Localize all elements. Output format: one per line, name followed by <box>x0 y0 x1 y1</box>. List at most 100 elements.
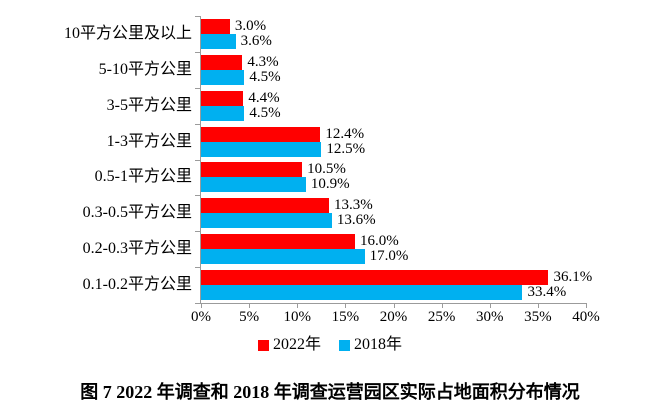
x-tick-label: 15% <box>331 309 360 325</box>
y-axis-tick <box>195 123 201 125</box>
bar-line: 4.5% <box>201 68 586 85</box>
x-tick-label: 5% <box>239 309 260 325</box>
category-label: 0.3-0.5平方公里 <box>82 204 192 222</box>
legend-item: 2018年 <box>339 337 402 353</box>
legend-swatch <box>339 339 350 351</box>
y-axis-tick <box>195 87 201 89</box>
y-axis-tick <box>195 195 201 197</box>
bar-line: 12.5% <box>201 140 586 157</box>
bar-2022年 <box>201 162 303 178</box>
bar-group: 36.1% 33.4% <box>201 267 592 303</box>
category-label: 10平方公里及以上 <box>63 24 192 42</box>
category-label: 0.5-1平方公里 <box>94 168 192 186</box>
value-label: 4.3% <box>247 53 279 70</box>
bar-line: 4.4% <box>201 89 586 106</box>
y-axis-tick <box>195 16 201 17</box>
value-label: 36.1% <box>553 269 593 286</box>
x-axis-tick <box>201 303 202 308</box>
legend-swatch <box>257 339 269 351</box>
bar-line: 17.0% <box>201 248 586 265</box>
x-tick-label: 30% <box>476 309 504 325</box>
value-label: 13.6% <box>336 212 376 229</box>
bar-line: 4.3% <box>201 53 586 70</box>
x-axis-tick <box>537 303 539 308</box>
x-tick-label: 40% <box>572 309 600 325</box>
bar-2018年 <box>201 69 245 85</box>
bar-2018年 <box>201 177 306 193</box>
y-axis-tick <box>195 267 201 269</box>
value-label: 3.0% <box>234 17 267 34</box>
bar-line: 4.5% <box>201 104 586 121</box>
category-label: 5-10平方公里 <box>98 60 192 78</box>
value-label: 4.5% <box>249 104 281 121</box>
x-axis-tick <box>393 303 395 308</box>
value-label: 4.5% <box>249 68 281 85</box>
bar-2018年 <box>201 141 322 157</box>
bar-2022年 <box>201 270 549 286</box>
value-label: 12.5% <box>326 140 366 157</box>
bar-group: 12.4% 12.5% <box>201 124 586 160</box>
bar-group: 16.0% 17.0% <box>201 231 586 267</box>
value-label: 12.4% <box>325 125 365 142</box>
bar-2022年 <box>201 126 321 142</box>
x-tick-label: 0% <box>191 309 211 325</box>
x-axis-tick <box>297 303 299 308</box>
bar-line: 12.4% <box>201 125 586 142</box>
bar-line: 13.3% <box>201 197 586 214</box>
bar-group: 13.3% 13.6% <box>201 195 586 231</box>
legend-label: 2018年 <box>354 336 403 353</box>
bar-line: 3.6% <box>201 32 586 49</box>
bar-group: 4.4% 4.5% <box>201 88 586 124</box>
bar-2018年 <box>201 105 245 121</box>
value-label: 17.0% <box>369 248 409 265</box>
bar-group: 4.3% 4.5% <box>201 52 586 88</box>
x-axis-tick <box>345 303 347 308</box>
bar-2018年 <box>201 249 365 265</box>
plot-area: 3.0% 3.6% 4.3% 4.5% 4.4% 4.5% 12.4% 12.5% 10.5% 1… <box>191 16 600 325</box>
bar-group: 3.0% 3.6% <box>201 16 586 52</box>
bar-line: 13.6% <box>201 212 586 229</box>
legend: 2022年 2018年 <box>0 337 660 353</box>
legend-item: 2022年 <box>257 336 321 353</box>
value-label: 13.3% <box>334 197 373 214</box>
bar-line: 10.5% <box>201 161 586 178</box>
value-label: 10.5% <box>307 161 346 178</box>
category-label: 0.2-0.3平方公里 <box>82 240 192 258</box>
bar-2022年 <box>201 198 329 214</box>
value-label: 4.4% <box>248 89 280 106</box>
y-axis-tick <box>195 231 201 233</box>
bar-line: 33.4% <box>201 284 586 301</box>
bar-2022年 <box>201 234 355 250</box>
x-tick-label: 20% <box>379 309 408 325</box>
y-axis-tick <box>195 303 201 304</box>
figure-caption: 图 7 2022 年调查和 2018 年调查运营园区实际占地面积分布情况 <box>80 382 580 402</box>
bar-2018年 <box>201 33 236 49</box>
bar-line: 16.0% <box>201 233 586 250</box>
bar-2022年 <box>201 90 244 106</box>
x-tick-label: 35% <box>524 309 552 325</box>
category-label: 3-5平方公里 <box>106 96 192 114</box>
category-label: 0.1-0.2平方公里 <box>82 276 192 294</box>
bar-2022年 <box>201 54 243 70</box>
bar-line: 36.1% <box>201 270 592 286</box>
x-axis-tick <box>586 303 587 308</box>
category-axis: 10平方公里及以上 5-10平方公里 3-5平方公里 1-3平方公里 0.5-1平方公里… <box>0 16 192 303</box>
y-axis-tick <box>195 51 201 53</box>
legend-label: 2022年 <box>272 336 321 353</box>
x-axis-tick <box>441 303 443 308</box>
x-axis-tick <box>249 303 251 308</box>
bar-line: 3.0% <box>201 17 586 34</box>
value-label: 3.6% <box>240 32 272 49</box>
value-label: 10.9% <box>310 176 350 193</box>
bar-group: 10.5% 10.9% <box>201 160 586 196</box>
bar-2018年 <box>201 285 523 301</box>
bar-2022年 <box>201 18 230 34</box>
bar-2018年 <box>201 213 332 229</box>
value-label: 16.0% <box>360 233 399 250</box>
bar-line: 10.9% <box>201 176 586 193</box>
x-axis-tick <box>489 303 491 308</box>
bar-rows: 3.0% 3.6% 4.3% 4.5% 4.4% 4.5% 12.4% 12.5% 10.5% 1… <box>201 16 592 303</box>
category-label: 1-3平方公里 <box>106 132 192 150</box>
value-label: 33.4% <box>527 284 567 301</box>
